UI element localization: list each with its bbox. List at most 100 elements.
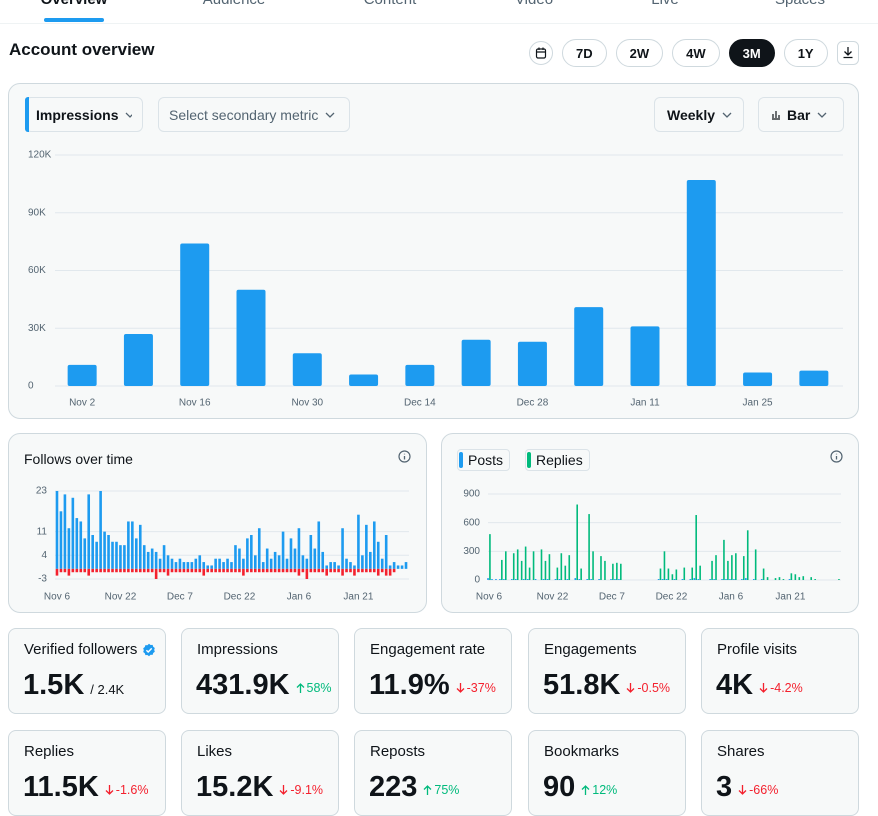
range-button[interactable]: 3M: [728, 39, 775, 67]
tab[interactable]: Overview: [41, 0, 108, 8]
range-button[interactable]: 7D: [562, 39, 607, 67]
stat-label-row: Shares: [717, 743, 765, 760]
metric-dropdown[interactable]: Impressions: [25, 97, 143, 132]
stat-change-text: -4.2%: [770, 681, 803, 695]
tab[interactable]: Live: [651, 0, 679, 8]
stat-value-row: 51.8K -0.5%: [543, 669, 670, 702]
arrow-down: [738, 785, 747, 795]
metric-color: [25, 97, 29, 132]
page-title: Account overview: [9, 40, 155, 59]
stat-label-row: Engagements: [544, 641, 637, 658]
stat-value: 4K: [716, 669, 754, 701]
stat-change-text: -37%: [466, 681, 496, 695]
legend-swatch: [527, 452, 532, 468]
arrow-down: [456, 683, 465, 693]
arrow-down: [759, 683, 768, 693]
stat-label-row: Engagement rate: [370, 641, 485, 658]
stat-value: 90: [543, 771, 576, 803]
arrow-down: [105, 785, 114, 795]
stat-label-row: Likes: [197, 743, 232, 760]
stat-change-text: 12%: [592, 783, 618, 797]
stat-label: Impressions: [197, 641, 278, 658]
stat-change: -9.1%: [279, 783, 323, 797]
stat-value-row: 11.9% -37%: [369, 669, 496, 702]
legend-swatch: [459, 452, 463, 468]
verified-badge: [143, 643, 156, 656]
metric-label: Impressions: [36, 106, 119, 123]
stat-value-row: 431.9K 58%: [196, 669, 332, 702]
arrow-up: [296, 683, 304, 693]
stat-label: Reposts: [370, 743, 426, 760]
stat-value-row: 3 -66%: [716, 771, 778, 804]
calendar-button[interactable]: [529, 41, 553, 65]
stat-value-row: 90 12%: [543, 771, 617, 804]
chevron: [817, 112, 827, 118]
stat-value: 51.8K: [543, 669, 621, 701]
stat-change-text: 58%: [306, 681, 332, 695]
interval-label: Weekly: [667, 106, 715, 123]
legend-label: Replies: [536, 452, 583, 468]
tab[interactable]: Content: [364, 0, 417, 8]
stat-label-row: Impressions: [197, 641, 278, 658]
stat-card: Impressions 431.9K 58%: [181, 628, 339, 714]
follows-title: Follows over time: [24, 451, 133, 467]
divider: [0, 23, 878, 24]
stat-card: Engagement rate 11.9% -37%: [354, 628, 512, 714]
range-button[interactable]: 1Y: [783, 39, 828, 67]
legend-item[interactable]: Replies: [525, 449, 590, 471]
range-selector: 7D 2W 4W 3M 1Y: [529, 39, 859, 67]
stat-change-text: 75%: [434, 783, 460, 797]
legend: Posts Replies: [457, 449, 590, 471]
stat-label-row: Verified followers: [24, 641, 156, 658]
tab[interactable]: Spaces: [775, 0, 825, 8]
style-dropdown[interactable]: Bar: [758, 97, 844, 132]
secondary-label: Select secondary metric: [169, 106, 319, 123]
stat-label: Replies: [24, 743, 75, 760]
chevron: [126, 112, 132, 118]
stat-label: Bookmarks: [544, 743, 620, 760]
secondary-dropdown[interactable]: Select secondary metric: [158, 97, 350, 132]
range-button[interactable]: 2W: [615, 39, 664, 67]
info-icon[interactable]: [830, 450, 843, 463]
stat-label: Engagements: [544, 641, 637, 658]
stat-change: 12%: [581, 783, 617, 797]
stat-value-row: 4K -4.2%: [716, 669, 803, 702]
stat-change: -66%: [738, 783, 778, 797]
stat-change: -4.2%: [759, 681, 803, 695]
stat-label: Verified followers: [24, 641, 138, 658]
stat-change-text: -9.1%: [290, 783, 324, 797]
chevron: [722, 112, 732, 118]
stat-label-row: Reposts: [370, 743, 425, 760]
stat-label: Likes: [197, 743, 233, 760]
info-icon[interactable]: [398, 450, 411, 463]
arrow-up: [423, 785, 432, 795]
range-button[interactable]: 4W: [672, 39, 720, 67]
stat-value: 431.9K: [196, 669, 290, 701]
tab[interactable]: Audience: [203, 0, 266, 8]
stat-value-row: 11.5K -1.6%: [23, 771, 148, 804]
stat-change: 75%: [423, 783, 459, 797]
stat-change: -37%: [456, 681, 496, 695]
stat-value: 223: [369, 771, 418, 803]
legend-label: Posts: [468, 452, 504, 468]
stat-value: 11.5K: [23, 771, 99, 803]
chevron: [325, 112, 335, 118]
stat-card: Engagements 51.8K -0.5%: [528, 628, 686, 714]
tab[interactable]: Video: [515, 0, 553, 8]
stat-value: 11.9%: [369, 669, 450, 701]
stat-card: Profile visits 4K -4.2%: [701, 628, 859, 714]
stat-card: Reposts 223 75%: [354, 730, 512, 816]
stat-label: Engagement rate: [370, 641, 486, 658]
stat-label: Profile visits: [717, 641, 798, 658]
legend-item[interactable]: Posts: [457, 449, 511, 471]
download-button[interactable]: [836, 39, 859, 67]
arrow-up: [581, 785, 590, 795]
stat-change: -0.5%: [626, 681, 670, 695]
stat-value: 1.5K: [23, 669, 85, 701]
stat-total: / 2.4K: [90, 682, 125, 697]
stat-change: 58%: [296, 681, 332, 695]
stat-label: Shares: [717, 743, 765, 760]
style-label: Bar: [787, 106, 811, 123]
stat-change: -1.6%: [105, 783, 148, 797]
interval-dropdown[interactable]: Weekly: [654, 97, 744, 132]
